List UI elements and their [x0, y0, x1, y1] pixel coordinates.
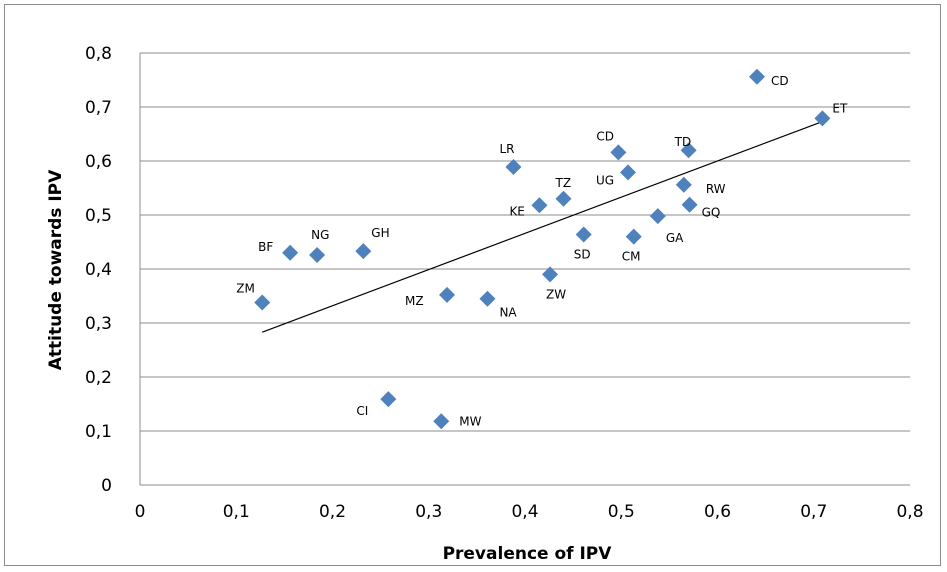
data-point-marker — [555, 190, 572, 207]
data-point-marker — [439, 286, 456, 303]
data-point-marker — [505, 158, 522, 175]
y-tick-label: 0,5 — [85, 206, 112, 226]
chart-frame — [4, 4, 941, 566]
data-point-label: NG — [311, 228, 329, 242]
y-tick-label: 0,1 — [85, 422, 112, 442]
x-tick-label: 0,2 — [319, 502, 346, 522]
x-tick-label: 0,1 — [223, 502, 250, 522]
data-point-marker — [675, 176, 692, 193]
data-point-label: CI — [356, 404, 368, 418]
point-labels: ZM BF NG GH CI MW MZ NA LR KE ZW TZ SD CD UG CM GA RW TD GQ… — [236, 74, 848, 429]
data-point-marker — [575, 226, 592, 243]
x-axis-title: Prevalence of IPV — [443, 544, 613, 564]
data-point-marker — [355, 243, 372, 260]
data-point-label: ET — [832, 101, 848, 115]
x-tick-label: 0,6 — [704, 502, 731, 522]
data-point-marker — [814, 110, 831, 127]
data-point-marker — [649, 208, 666, 225]
data-point-marker — [681, 196, 698, 213]
data-point-label: RW — [706, 182, 726, 196]
data-point-label: GH — [371, 226, 389, 240]
y-tick-label: 0,8 — [85, 44, 112, 64]
data-point-marker — [542, 266, 559, 283]
data-point-marker — [479, 290, 496, 307]
data-point-label: TD — [674, 135, 692, 149]
data-point-marker — [680, 142, 697, 159]
data-point-marker — [309, 246, 326, 263]
data-point-label: MW — [459, 414, 481, 428]
x-tick-label: 0,4 — [511, 502, 538, 522]
data-point-marker — [380, 391, 397, 408]
data-point-marker — [625, 228, 642, 245]
x-tick-label: 0,8 — [896, 502, 923, 522]
data-point-label: NA — [499, 306, 517, 320]
data-point-label: CD — [771, 74, 789, 88]
data-point-marker — [610, 144, 627, 161]
y-tick-label: 0,6 — [85, 152, 112, 172]
data-point-label: CD — [596, 129, 614, 143]
data-points — [254, 68, 831, 430]
data-point-label: ZW — [546, 287, 566, 301]
data-point-marker — [531, 197, 548, 214]
y-axis-title: Attitude towards IPV — [46, 169, 66, 370]
data-point-label: ZM — [236, 281, 255, 295]
x-tick-label: 0 — [135, 502, 146, 522]
x-tick-label: 0,5 — [608, 502, 635, 522]
data-point-label: KE — [509, 204, 524, 218]
axis-ticks: 0 0,1 0,2 0,3 0,4 0,5 0,6 0,7 0,8 0 0,1 0,2 0,3 0,4 0,… — [85, 44, 924, 522]
data-point-label: LR — [499, 142, 514, 156]
data-point-label: GQ — [702, 206, 721, 220]
trendline — [262, 121, 823, 333]
data-point-label: TZ — [555, 176, 572, 190]
data-point-label: GA — [666, 231, 684, 245]
data-point-label: BF — [258, 240, 273, 254]
data-point-label: CM — [622, 250, 641, 264]
y-tick-label: 0,3 — [85, 314, 112, 334]
grid-lines — [139, 52, 910, 486]
x-tick-label: 0,7 — [800, 502, 827, 522]
data-point-label: MZ — [405, 294, 424, 308]
data-point-label: UG — [596, 173, 614, 187]
data-point-marker — [748, 68, 765, 85]
y-tick-label: 0 — [101, 476, 112, 496]
y-tick-label: 0,7 — [85, 98, 112, 118]
data-point-marker — [619, 164, 636, 181]
trendline-layer — [262, 121, 823, 333]
data-point-marker — [433, 413, 450, 430]
data-point-label: SD — [574, 247, 591, 261]
y-tick-label: 0,2 — [85, 368, 112, 388]
data-point-marker — [254, 294, 271, 311]
data-point-marker — [282, 244, 299, 261]
x-tick-label: 0,3 — [415, 502, 442, 522]
y-tick-label: 0,4 — [85, 260, 112, 280]
